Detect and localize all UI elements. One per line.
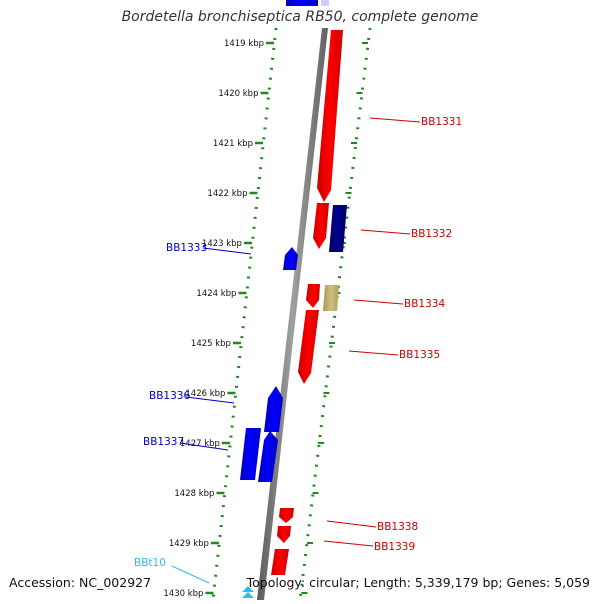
gene-arrow-bb1337 xyxy=(258,431,278,482)
ruler-label: 1430 kbp xyxy=(163,589,203,599)
gene-label: BB1336 xyxy=(149,390,190,402)
gene-label: BB1333 xyxy=(166,242,207,254)
gene-block xyxy=(286,0,318,6)
inner-dotted-arc xyxy=(211,27,278,601)
ruler-label: 1429 kbp xyxy=(169,539,209,549)
gene-label: BB1337 xyxy=(143,436,184,448)
gene-features xyxy=(240,0,347,598)
trna-bbt10 xyxy=(242,586,254,592)
gene-arrow-bb1338 xyxy=(279,508,294,523)
gene-label: BB1334 xyxy=(404,298,445,310)
gene-arrow-bb1331 xyxy=(317,30,343,202)
gene-block-bb1337 xyxy=(240,428,261,480)
gene-arrow-bb1334 xyxy=(306,284,320,308)
gene-label: BB1335 xyxy=(399,349,440,361)
outer-dotted-arc xyxy=(298,27,372,601)
gene-arrow-bb1335 xyxy=(298,310,319,384)
ruler-labels: 1419 kbp 1420 kbp 1421 kbp 1422 kbp 1423 kbp… xyxy=(163,39,264,599)
ruler-label: 1422 kbp xyxy=(207,189,247,199)
gene-label: BBt10 xyxy=(134,557,166,569)
gene-label: BB1331 xyxy=(421,116,462,128)
accession-text: Accession: NC_002927 xyxy=(9,575,152,590)
gene-block xyxy=(321,0,329,6)
gene-label: BB1332 xyxy=(411,228,452,240)
genome-summary-text: Topology: circular; Length: 5,339,179 bp… xyxy=(246,575,590,590)
gene-label: BB1338 xyxy=(377,521,418,533)
gene-arrow-bb1339 xyxy=(277,526,291,543)
ruler-label: 1428 kbp xyxy=(174,489,214,499)
gene-label: BB1339 xyxy=(374,541,415,553)
ruler-label: 1423 kbp xyxy=(202,239,242,249)
ruler-label: 1424 kbp xyxy=(196,289,236,299)
ruler-label: 1421 kbp xyxy=(213,139,253,149)
gene-arrow-bb1333 xyxy=(283,247,298,270)
gene-block-khaki xyxy=(323,285,339,311)
gene-block-navy xyxy=(329,205,347,252)
ruler-label: 1420 kbp xyxy=(218,89,258,99)
ruler-label: 1419 kbp xyxy=(224,39,264,49)
trna-bbt10 xyxy=(242,592,254,598)
gene-block xyxy=(271,549,289,575)
gene-arrow-bb1332 xyxy=(313,203,329,249)
ruler-label: 1426 kbp xyxy=(185,389,225,399)
gene-leaders xyxy=(171,117,421,584)
ruler-label: 1427 kbp xyxy=(180,439,220,449)
ruler-label: 1425 kbp xyxy=(191,339,231,349)
map-title: Bordetella bronchiseptica RB50, complete… xyxy=(121,9,479,25)
gene-arrow-bb1336 xyxy=(264,386,283,432)
gene-labels: BB1331 BB1332 BB1333 BB1334 BB1335 BB133… xyxy=(134,116,462,569)
